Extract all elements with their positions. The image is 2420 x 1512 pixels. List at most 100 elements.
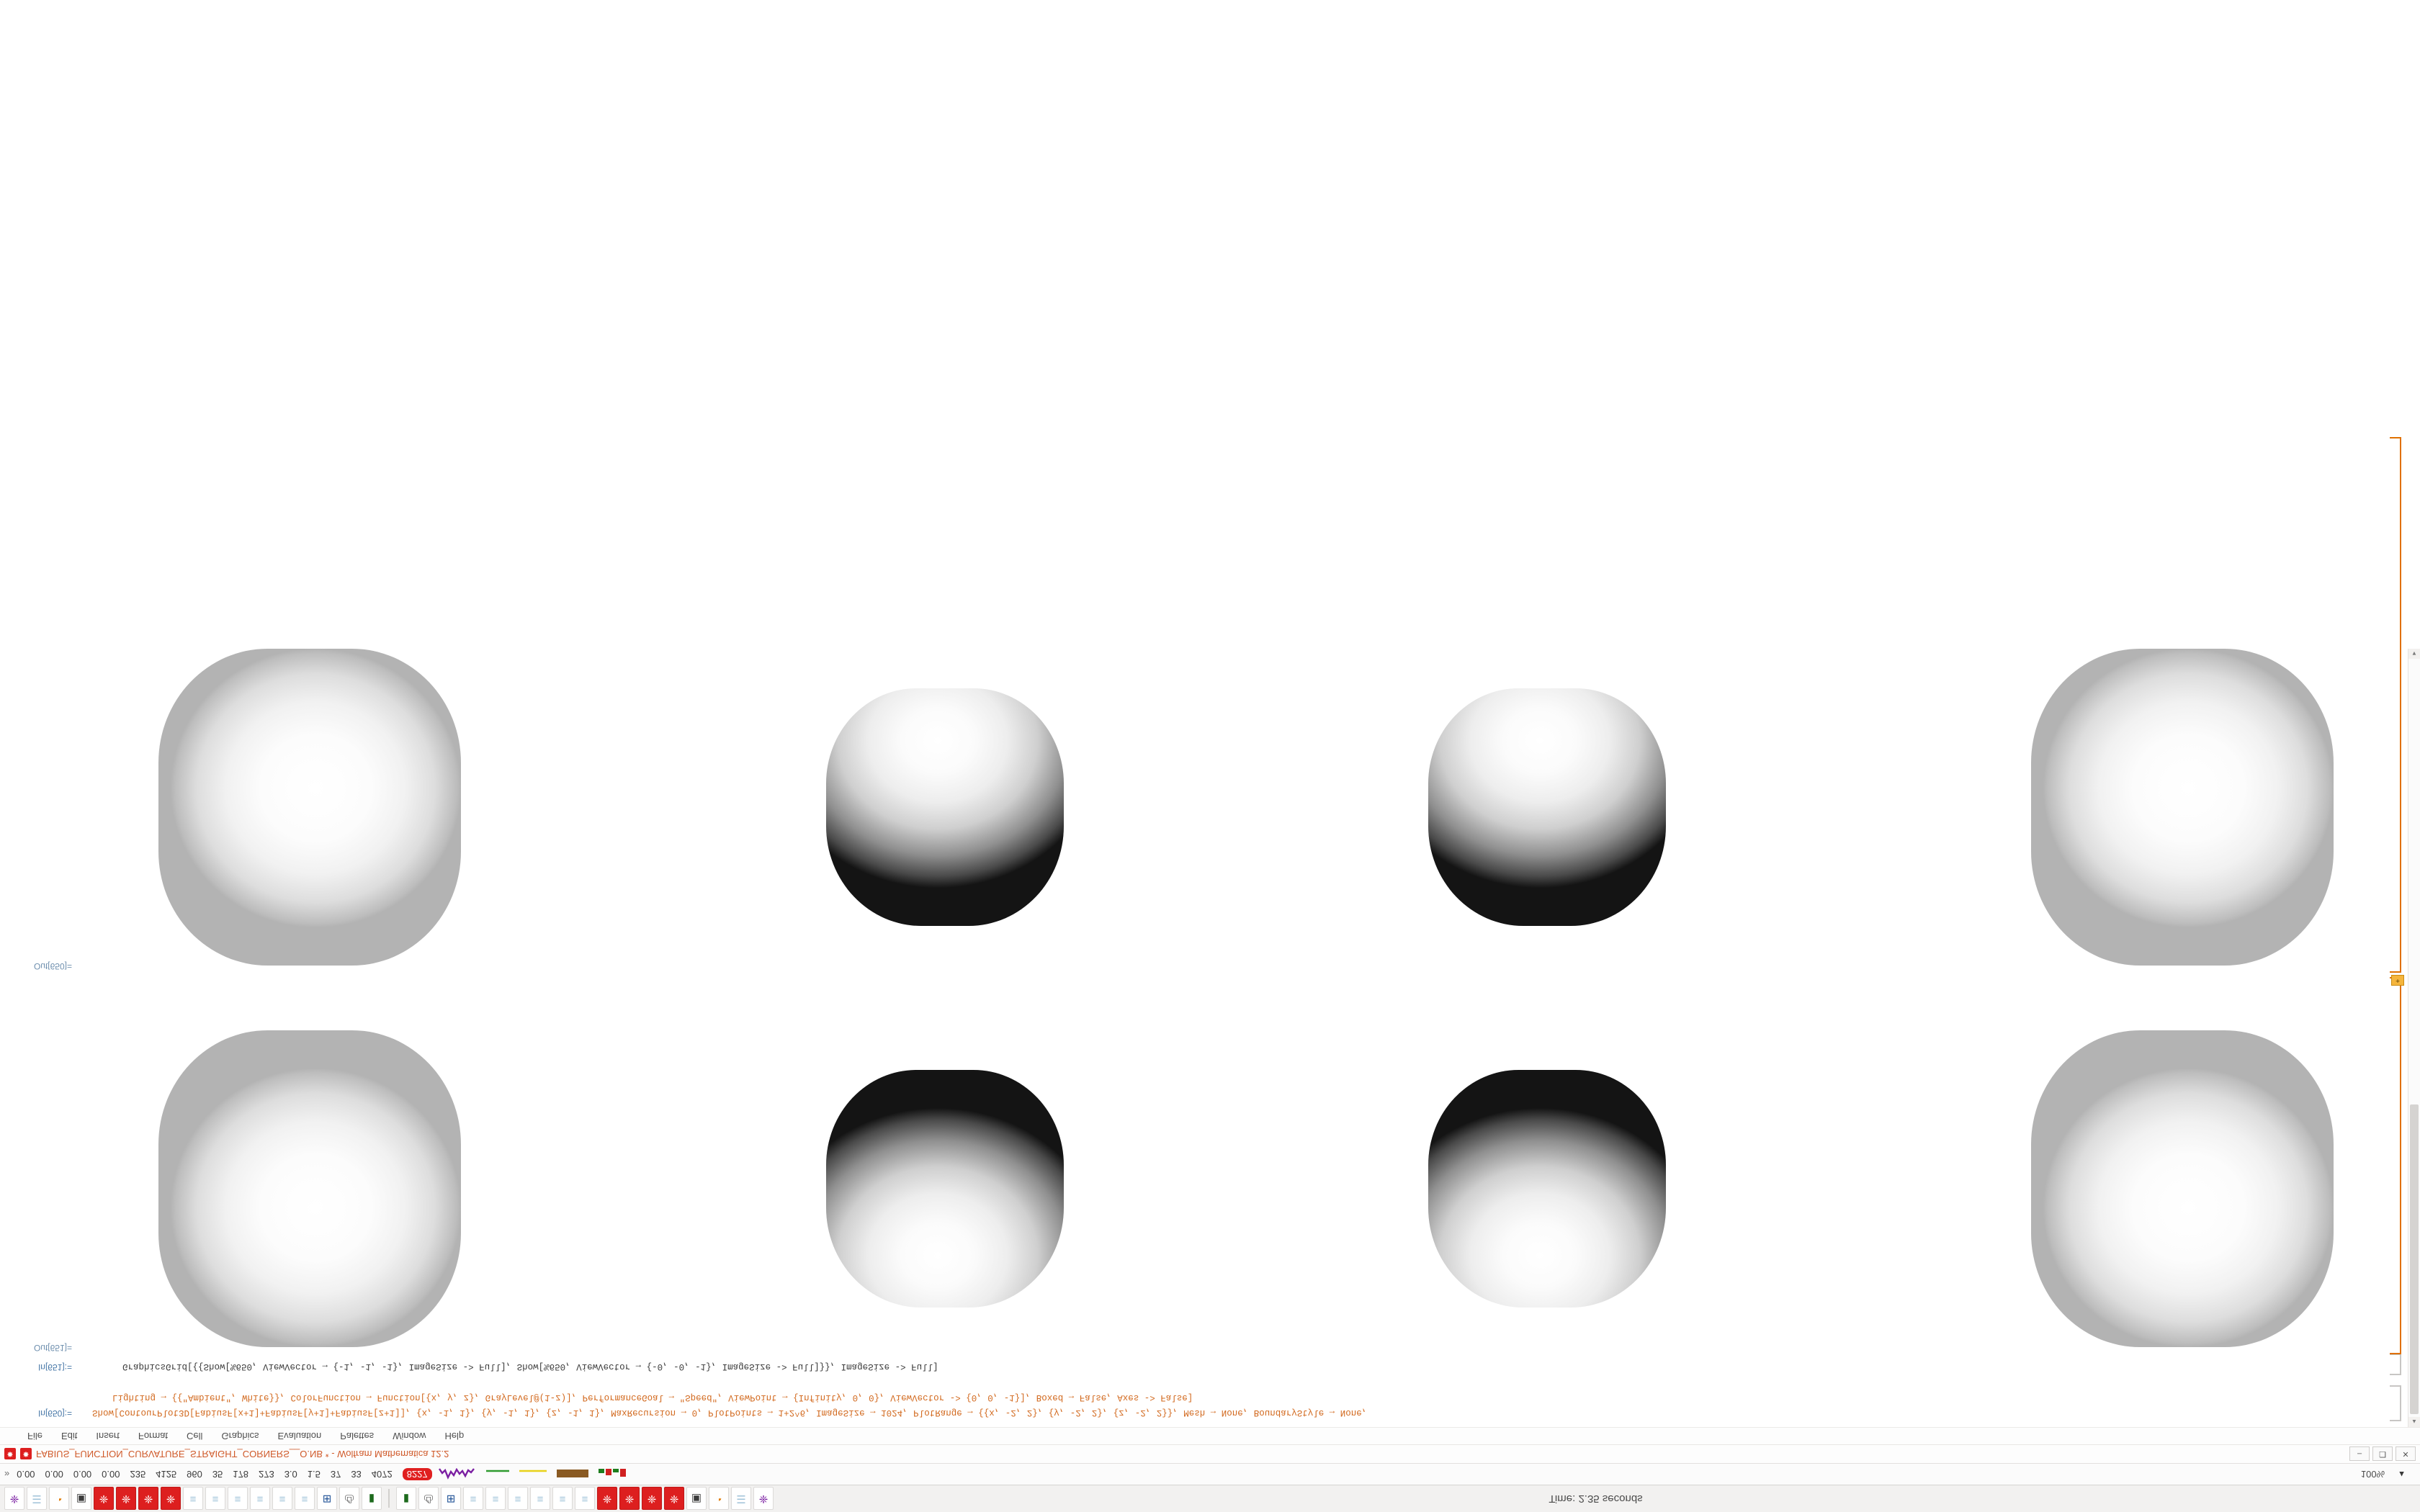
status-value: 178 bbox=[233, 1469, 248, 1480]
menu-item-insert[interactable]: Insert bbox=[96, 1431, 120, 1441]
scroll-up-arrow-icon[interactable]: ▲ bbox=[2408, 1417, 2420, 1427]
taskbar[interactable]: ❈ ☰ ◔ ▣ ❈ ❈ ❈ ❈ ≡ ≡ ≡ ≡ ≡ ≡ ⊞ ⎙ ▮ ▮ ⎙ ⊞ ≡ ≡ ≡ ≡ ≡ ≡ ❈ ❈ ❈ ❈ ▣ ◔ ☰ ❈ Time… bbox=[0, 1485, 2420, 1512]
notebook-icon-3[interactable]: ≡ bbox=[228, 1487, 248, 1511]
menu-item-window[interactable]: Window bbox=[393, 1431, 426, 1441]
document-stack-icon[interactable]: ☰ bbox=[731, 1487, 751, 1511]
wolfram-spikey-icon[interactable]: ❈ bbox=[753, 1487, 774, 1511]
in-label-651: In[651]:= bbox=[37, 1362, 72, 1372]
wolfram-spikey-icon: ✸ bbox=[4, 1448, 16, 1460]
status-value: 0.00 bbox=[73, 1469, 92, 1480]
display-monitor-icon[interactable]: ▣ bbox=[686, 1487, 707, 1511]
notebook-icon-6[interactable]: ≡ bbox=[463, 1487, 483, 1511]
mathematica-icon-2[interactable]: ❈ bbox=[642, 1487, 662, 1511]
fabius-surface-face-view-right[interactable] bbox=[2030, 1030, 2334, 1347]
mathematica-icon-1[interactable]: ❈ bbox=[94, 1487, 114, 1511]
menubar[interactable]: File Edit Insert Format Cell Graphics Evaluati… bbox=[0, 1427, 2420, 1444]
notebook-icon-4[interactable]: ≡ bbox=[250, 1487, 270, 1511]
menu-item-help[interactable]: Help bbox=[444, 1431, 465, 1441]
mathematica-icon-1[interactable]: ❈ bbox=[664, 1487, 684, 1511]
mathematica-icon-2[interactable]: ❈ bbox=[116, 1487, 136, 1511]
notebook-icon-6[interactable]: ≡ bbox=[295, 1487, 315, 1511]
input-cell-651[interactable]: In[651]:= GraphicsGrid[{{Show[%650, View… bbox=[0, 1359, 2420, 1374]
memory-block-brown-icon bbox=[556, 1469, 589, 1480]
status-value: 4125 bbox=[156, 1469, 177, 1480]
status-value: 0.00 bbox=[45, 1469, 63, 1480]
minimize-button[interactable]: – bbox=[2349, 1446, 2370, 1462]
cell-bracket-650-output[interactable] bbox=[2390, 437, 2401, 973]
out-label-650: Out[650]= bbox=[33, 961, 72, 971]
notebook-icon-3[interactable]: ≡ bbox=[530, 1487, 550, 1511]
window-title: FABIUS_FUNCTION_CURVATURE_STRAIGHT_CORNE… bbox=[36, 1449, 449, 1459]
document-stack-icon[interactable]: ☰ bbox=[27, 1487, 47, 1511]
evaluation-time-status: Time: 2.35 seconds bbox=[1549, 1493, 1643, 1505]
menu-item-format[interactable]: Format bbox=[138, 1431, 169, 1441]
printer-icon[interactable]: ⎙ bbox=[418, 1487, 439, 1511]
mathematica-icon-4[interactable]: ❈ bbox=[597, 1487, 617, 1511]
menu-item-cell[interactable]: Cell bbox=[187, 1431, 203, 1441]
notebook-icon-5[interactable]: ≡ bbox=[485, 1487, 506, 1511]
notebook-canvas[interactable]: In[650]:= Show[ContourPlot3D[FabiusF[x+1… bbox=[0, 437, 2420, 1427]
code-line-651-1[interactable]: GraphicsGrid[{{Show[%650, ViewVector → {… bbox=[122, 1362, 938, 1372]
menu-item-evaluation[interactable]: Evaluation bbox=[277, 1431, 322, 1441]
terminal-icon[interactable]: ▮ bbox=[362, 1487, 382, 1511]
code-line-650-1[interactable]: Show[ContourPlot3D[FabiusF[x+1]+FabiusF[… bbox=[92, 1408, 1368, 1418]
zoom-level-label: 100% bbox=[2360, 1469, 2385, 1480]
menu-item-graphics[interactable]: Graphics bbox=[221, 1431, 259, 1441]
cell-bracket-651-output[interactable] bbox=[2390, 977, 2401, 1354]
menu-item-edit[interactable]: Edit bbox=[60, 1431, 78, 1441]
notebook-icon-1[interactable]: ≡ bbox=[575, 1487, 595, 1511]
graphics-grid-650[interactable] bbox=[72, 649, 2420, 973]
menu-item-palettes[interactable]: Palettes bbox=[340, 1431, 375, 1441]
zoom-caret-icon[interactable]: ▲ bbox=[2398, 1470, 2406, 1479]
wolfram-spikey-icon[interactable]: ❈ bbox=[4, 1487, 24, 1511]
sparkline-green-icon bbox=[485, 1469, 510, 1480]
fabius-surface-corner-view-right[interactable] bbox=[1428, 1070, 1667, 1308]
printer-icon[interactable]: ⎙ bbox=[339, 1487, 359, 1511]
mathematica-icon-3[interactable]: ❈ bbox=[619, 1487, 640, 1511]
fabius-surface-corner-view-left[interactable] bbox=[825, 1070, 1064, 1308]
chevron-expand-icon[interactable]: » bbox=[4, 1469, 10, 1480]
input-cell-650[interactable]: In[650]:= Show[ContourPlot3D[FabiusF[x+1… bbox=[0, 1390, 2420, 1420]
menu-item-file[interactable]: File bbox=[27, 1431, 42, 1441]
numeric-status-bar: » 0.00 0.00 0.00 0.00 235 4125 960 35 178 273 3.0 1… bbox=[0, 1463, 2420, 1485]
fabius-surface-corner-view-right-2[interactable] bbox=[1428, 688, 1667, 926]
sparkline-purple-icon bbox=[438, 1468, 477, 1480]
insertion-plus-button[interactable]: + bbox=[2391, 975, 2404, 986]
fabius-surface-face-view-left[interactable] bbox=[158, 1030, 461, 1347]
notebook-icon-4[interactable]: ≡ bbox=[508, 1487, 528, 1511]
cpu-bars-icon bbox=[598, 1469, 627, 1480]
cell-bracket-651[interactable] bbox=[2390, 1354, 2401, 1375]
firefox-icon[interactable]: ◔ bbox=[49, 1487, 69, 1511]
status-highlight-value: 8227 bbox=[402, 1468, 432, 1480]
firefox-icon[interactable]: ◔ bbox=[709, 1487, 729, 1511]
status-value: 273 bbox=[258, 1469, 274, 1480]
fabius-surface-corner-view-left-2[interactable] bbox=[825, 688, 1064, 926]
fabius-surface-face-view-left-2[interactable] bbox=[158, 649, 461, 966]
status-value: 37 bbox=[330, 1469, 341, 1480]
status-value: 0.00 bbox=[102, 1469, 120, 1480]
graphics-grid-651[interactable] bbox=[72, 1030, 2420, 1354]
output-cell-651[interactable]: Out[651]= bbox=[0, 1030, 2420, 1354]
notebook-icon-5[interactable]: ≡ bbox=[272, 1487, 292, 1511]
calculator-64-icon[interactable]: ⊞ bbox=[317, 1487, 337, 1511]
status-value: 235 bbox=[130, 1469, 146, 1480]
restore-button[interactable]: ❐ bbox=[2372, 1446, 2393, 1462]
fabius-surface-face-view-right-2[interactable] bbox=[2030, 649, 2334, 966]
window-titlebar[interactable]: ✸ ✸ FABIUS_FUNCTION_CURVATURE_STRAIGHT_C… bbox=[0, 1444, 2420, 1463]
scrollbar-thumb[interactable] bbox=[2410, 1104, 2419, 1414]
scroll-down-arrow-icon[interactable]: ▼ bbox=[2408, 649, 2420, 659]
status-value: 1.5 bbox=[307, 1469, 321, 1480]
code-line-650-2[interactable]: Lighting → {{"Ambient", White}}, ColorFu… bbox=[112, 1392, 1193, 1403]
mathematica-icon-3[interactable]: ❈ bbox=[138, 1487, 158, 1511]
calculator-64-icon[interactable]: ⊞ bbox=[441, 1487, 461, 1511]
cell-bracket-650[interactable] bbox=[2390, 1385, 2401, 1421]
terminal-icon[interactable]: ▮ bbox=[396, 1487, 416, 1511]
vertical-scrollbar[interactable]: ▲ ▼ bbox=[2408, 649, 2420, 1427]
notebook-icon-2[interactable]: ≡ bbox=[205, 1487, 225, 1511]
close-button[interactable]: ✕ bbox=[2396, 1446, 2416, 1462]
display-monitor-icon[interactable]: ▣ bbox=[71, 1487, 91, 1511]
mathematica-icon-4[interactable]: ❈ bbox=[161, 1487, 181, 1511]
notebook-icon-1[interactable]: ≡ bbox=[183, 1487, 203, 1511]
notebook-icon-2[interactable]: ≡ bbox=[552, 1487, 573, 1511]
output-cell-650[interactable]: Out[650]= bbox=[0, 649, 2420, 973]
